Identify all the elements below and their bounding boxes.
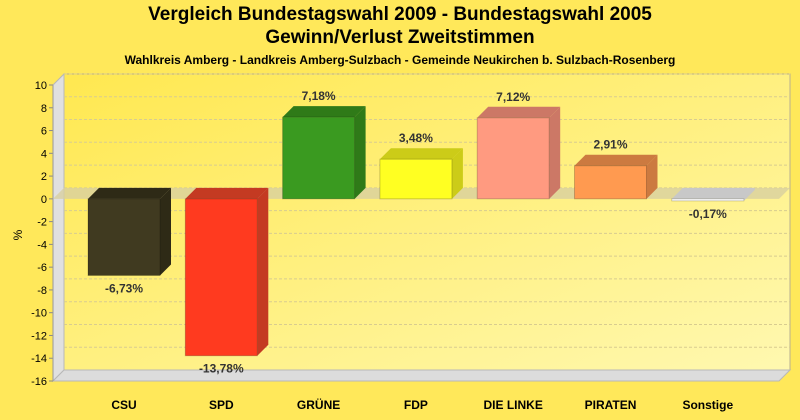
bar [379, 158, 453, 200]
y-tick-label: -14 [31, 353, 47, 365]
bar-top [185, 187, 269, 199]
y-tick-label: -16 [31, 376, 47, 388]
y-tick-label: -2 [37, 217, 47, 229]
bar [476, 117, 550, 200]
y-tick-label: 2 [41, 171, 47, 183]
bar-top [477, 106, 561, 118]
x-tick-label: FDP [404, 398, 428, 412]
bar [282, 116, 356, 200]
x-tick-label: GRÜNE [297, 397, 340, 412]
x-tick-label: DIE LINKE [484, 398, 543, 412]
y-axis-label: % [11, 229, 25, 240]
chart-title: Vergleich Bundestagswahl 2009 - Bundesta… [148, 4, 652, 25]
x-tick-label: CSU [111, 398, 136, 412]
bar-side [743, 187, 755, 201]
bar-side [549, 106, 561, 199]
x-tick-label: PIRATEN [585, 398, 637, 412]
data-label: 7,18% [302, 89, 336, 103]
bar-side [354, 106, 366, 199]
plot-back-wall [63, 73, 791, 371]
bar-side [257, 187, 269, 356]
bar [184, 198, 258, 357]
x-tick-label: SPD [209, 398, 234, 412]
data-label: 7,12% [496, 90, 530, 104]
y-tick-label: 0 [41, 194, 47, 206]
bar-top [671, 187, 755, 199]
bar-top [88, 187, 171, 199]
y-tick-label: 8 [41, 103, 47, 115]
chart-subtitle: Gewinn/Verlust Zweitstimmen [265, 27, 535, 48]
bar [671, 198, 745, 202]
data-label: -6,73% [105, 281, 143, 295]
bar [574, 165, 647, 200]
y-tick-label: -8 [37, 285, 47, 297]
data-label: -0,17% [689, 207, 727, 221]
data-label: 2,91% [593, 138, 627, 152]
y-tick-label: -6 [37, 262, 47, 274]
y-tick-label: 4 [41, 148, 47, 160]
bar [87, 198, 161, 276]
bar-side [646, 154, 658, 199]
plot-floor [51, 369, 792, 382]
y-tick-label: -10 [31, 308, 47, 320]
data-label: -13,78% [199, 362, 244, 376]
bar-side [451, 148, 463, 199]
bar-top [574, 154, 658, 166]
bar-top [379, 148, 463, 160]
y-tick-label: 6 [41, 126, 47, 138]
plot-left-wall [52, 72, 65, 383]
x-tick-label: Sonstige [682, 398, 733, 412]
bar-side [160, 187, 171, 276]
y-tick-label: -4 [37, 239, 47, 251]
bar-top [282, 106, 366, 118]
y-tick-label: -12 [31, 330, 47, 342]
chart-subsubtitle: Wahlkreis Amberg - Landkreis Amberg-Sulz… [124, 53, 676, 67]
data-label: 3,48% [399, 131, 433, 145]
y-tick-label: 10 [35, 80, 47, 92]
